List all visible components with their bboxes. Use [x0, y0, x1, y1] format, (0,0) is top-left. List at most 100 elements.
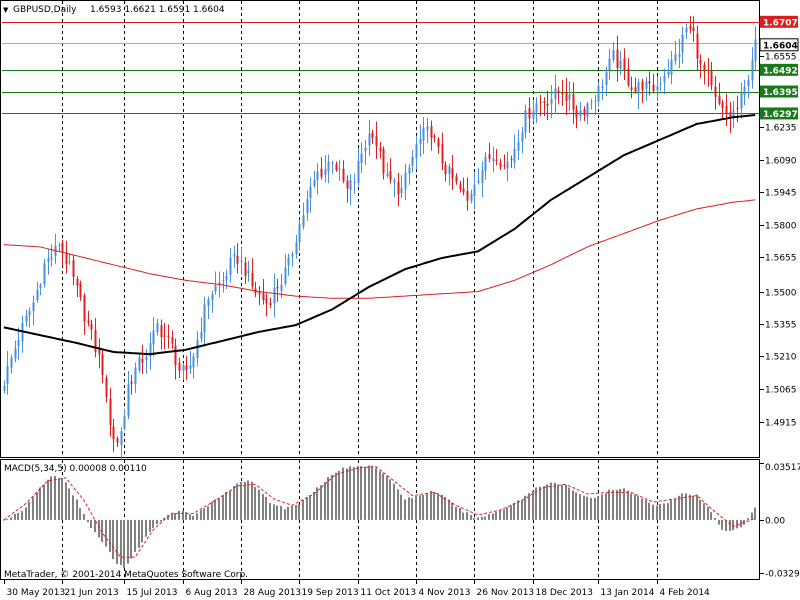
- macd-pane[interactable]: [0, 459, 760, 580]
- macd-bar: [510, 505, 512, 520]
- macd-bar: [389, 479, 391, 520]
- macd-bar: [134, 519, 136, 552]
- candle-body: [98, 349, 101, 355]
- candle-body: [451, 168, 454, 179]
- candle-body: [309, 186, 312, 198]
- macd-bar: [382, 473, 384, 520]
- macd-histogram: [3, 465, 756, 568]
- candle-body: [681, 34, 684, 53]
- date-tick-label: 28 Aug 2013: [244, 588, 302, 598]
- macd-axis: 0.03517 0.00 -0.03297: [760, 463, 800, 580]
- candle-body: [295, 242, 298, 254]
- macd-bar: [324, 482, 326, 520]
- macd-bar: [244, 482, 246, 520]
- candle-body: [747, 79, 750, 87]
- macd-bar: [196, 513, 198, 520]
- candle-body: [134, 367, 137, 385]
- macd-bar: [291, 505, 293, 520]
- macd-bar: [58, 478, 60, 520]
- candle-body: [630, 87, 633, 90]
- macd-bar: [466, 512, 468, 520]
- candle-body: [656, 86, 659, 91]
- candle-body: [156, 322, 159, 333]
- macd-bar: [320, 485, 322, 520]
- candle-body: [397, 182, 400, 195]
- macd-bar: [127, 519, 129, 564]
- macd-tick-label: 0.03517: [765, 463, 800, 473]
- macd-bar: [579, 494, 581, 520]
- macd-bar: [492, 513, 494, 520]
- candle-body: [276, 286, 279, 289]
- macd-bar: [72, 495, 74, 520]
- candle-body: [17, 339, 20, 346]
- candle-body: [389, 171, 392, 180]
- price-pane[interactable]: [0, 0, 760, 458]
- macd-bar: [696, 494, 698, 520]
- macd-bar: [583, 495, 585, 520]
- candle-body: [634, 87, 637, 92]
- candle-body: [696, 33, 699, 59]
- macd-bar: [116, 519, 118, 564]
- candle-body: [229, 257, 232, 275]
- candle-body: [444, 164, 447, 175]
- macd-bar: [681, 493, 683, 520]
- macd-bar: [247, 480, 249, 520]
- macd-bar: [678, 495, 680, 520]
- macd-bar: [185, 512, 187, 520]
- macd-bar: [284, 509, 286, 520]
- macd-bar: [251, 481, 253, 520]
- candle-body: [495, 160, 498, 162]
- candle-body: [233, 254, 236, 257]
- candle-body: [616, 49, 619, 69]
- macd-bar: [123, 519, 125, 568]
- macd-bar: [145, 519, 147, 537]
- macd-bar: [338, 470, 340, 520]
- macd-bar: [484, 516, 486, 520]
- candle-body: [335, 164, 338, 170]
- macd-bar: [707, 507, 709, 520]
- candle-body: [652, 84, 655, 92]
- candle-body: [597, 86, 600, 102]
- candle-body: [408, 167, 411, 174]
- candle-body: [718, 95, 721, 104]
- candle-body: [182, 365, 185, 371]
- candle-body: [477, 180, 480, 183]
- candle-body: [94, 330, 97, 352]
- macd-bar: [313, 491, 315, 520]
- price-axis: 1.6555 1.6235 1.6090 1.5945 1.5800 1.5655 1.55…: [760, 53, 797, 429]
- candle-body: [130, 381, 133, 384]
- candle-body: [641, 81, 644, 90]
- macd-bar: [167, 514, 169, 520]
- macd-bar: [364, 466, 366, 520]
- date-tick-label: 6 Aug 2013: [186, 588, 238, 598]
- candle-body: [32, 302, 35, 312]
- macd-bar: [152, 519, 154, 528]
- macd-bar: [342, 467, 344, 520]
- candle-body: [583, 109, 586, 116]
- macd-bar: [568, 487, 570, 520]
- candle-body: [120, 431, 123, 445]
- candle-body: [699, 60, 702, 64]
- macd-bar: [254, 486, 256, 520]
- date-tick-label: 26 Nov 2013: [477, 588, 535, 598]
- macd-bar: [189, 514, 191, 520]
- candle-body: [211, 294, 214, 301]
- macd-bar: [203, 508, 205, 520]
- macd-bar: [200, 510, 202, 520]
- macd-bar: [659, 503, 661, 520]
- candle-body: [732, 110, 735, 117]
- macd-bar: [156, 519, 158, 525]
- macd-bar: [732, 519, 734, 531]
- candle-body: [302, 215, 305, 227]
- candle-body: [149, 343, 152, 356]
- candle-body: [371, 132, 374, 138]
- price-label-box: [760, 85, 798, 98]
- macd-bar: [386, 475, 388, 520]
- macd-bar: [371, 465, 373, 520]
- macd-bar: [368, 465, 370, 520]
- macd-bar: [346, 468, 348, 520]
- candle-body: [645, 81, 648, 89]
- candle-body: [287, 257, 290, 266]
- candle-body: [488, 154, 491, 159]
